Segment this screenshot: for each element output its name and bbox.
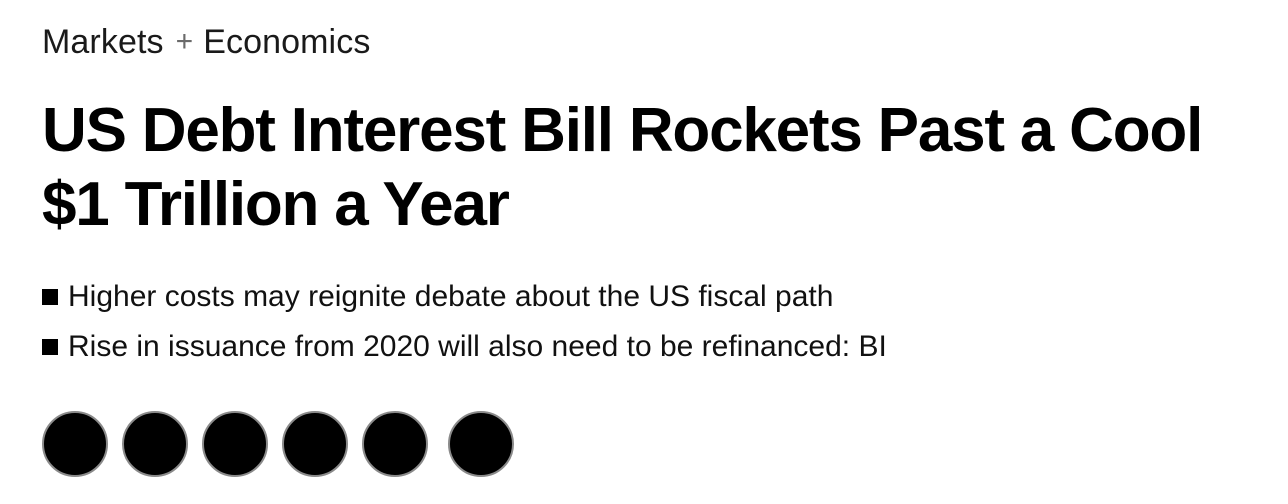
summary-bullet: Higher costs may reignite debate about t…	[42, 272, 887, 322]
breadcrumb-section-link[interactable]: Markets	[42, 23, 164, 61]
article-header: Markets + Economics US Debt Interest Bil…	[42, 0, 1262, 504]
share-button-6[interactable]	[448, 411, 514, 477]
share-button-2[interactable]	[122, 411, 188, 477]
share-buttons-row	[42, 410, 528, 478]
article-headline: US Debt Interest Bill Rockets Past a Coo…	[42, 96, 1203, 239]
square-bullet-icon	[42, 289, 58, 305]
breadcrumb: Markets + Economics	[42, 20, 370, 64]
summary-bullet: Rise in issuance from 2020 will also nee…	[42, 322, 887, 372]
share-button-4[interactable]	[282, 411, 348, 477]
breadcrumb-separator: +	[175, 25, 194, 58]
square-bullet-icon	[42, 339, 58, 355]
share-button-1[interactable]	[42, 411, 108, 477]
share-button-5[interactable]	[362, 411, 428, 477]
summary-bullet-text: Rise in issuance from 2020 will also nee…	[68, 330, 887, 363]
share-button-3[interactable]	[202, 411, 268, 477]
article-summary-bullets: Higher costs may reignite debate about t…	[42, 272, 887, 372]
breadcrumb-subsection-link[interactable]: Economics	[203, 23, 371, 61]
summary-bullet-text: Higher costs may reignite debate about t…	[68, 280, 834, 313]
